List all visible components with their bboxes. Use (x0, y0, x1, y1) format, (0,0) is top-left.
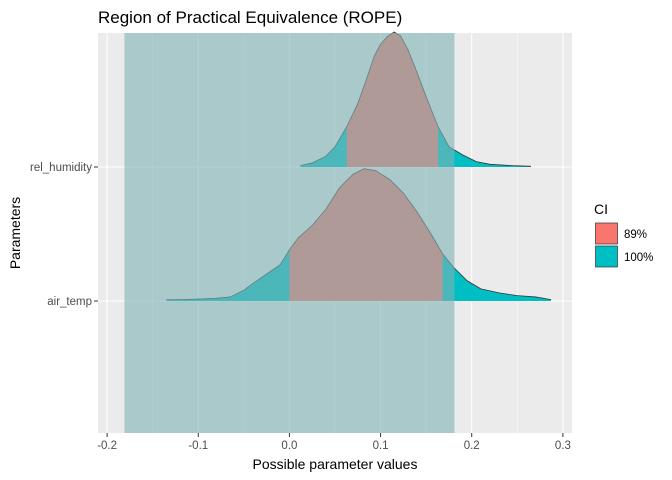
legend-label: 100% (624, 252, 653, 264)
x-tick-label: 0.2 (464, 440, 480, 452)
legend-key-100pct (595, 245, 618, 268)
y-tick-label-air_temp: air_temp (47, 296, 92, 308)
axis-ticks: -0.2 -0.1 0.0 0.1 0.2 0.3 air_temp rel_humidity (30, 162, 571, 452)
x-tick-label: 0.3 (555, 440, 571, 452)
x-tick-label: -0.1 (188, 440, 208, 452)
y-axis-title: Parameters (7, 197, 23, 269)
chart-title: Region of Practical Equivalence (ROPE) (98, 8, 402, 27)
x-tick-label: 0.0 (281, 440, 297, 452)
legend-label: 89% (624, 229, 647, 241)
legend: CI 89% 100% (594, 201, 653, 268)
y-tick-label-rel_humidity: rel_humidity (30, 162, 92, 174)
x-axis-title: Possible parameter values (253, 456, 418, 472)
x-tick-label: 0.1 (373, 440, 389, 452)
rope-region (124, 33, 455, 433)
rope-band (124, 33, 455, 433)
legend-key-89pct (595, 222, 618, 245)
x-tick-label: -0.2 (97, 440, 117, 452)
legend-title: CI (594, 201, 608, 217)
